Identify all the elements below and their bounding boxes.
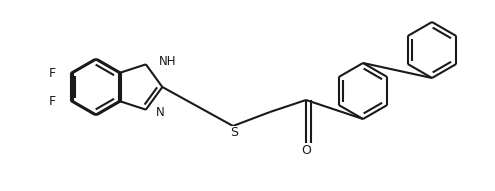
Text: NH: NH: [159, 55, 176, 68]
Text: N: N: [156, 106, 165, 119]
Text: F: F: [49, 95, 56, 108]
Text: O: O: [301, 143, 311, 156]
Text: S: S: [230, 126, 238, 139]
Text: F: F: [49, 66, 56, 79]
